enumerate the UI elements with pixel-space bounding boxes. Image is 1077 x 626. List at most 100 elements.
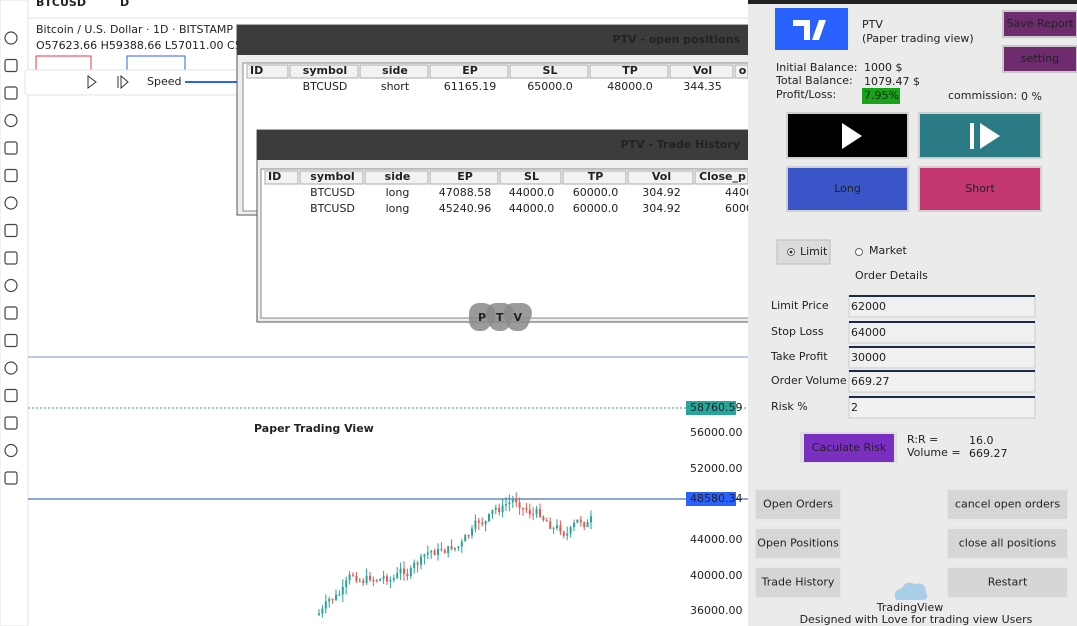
candle-body xyxy=(324,601,327,609)
long-button[interactable] xyxy=(786,166,909,212)
table-cell: 65000.0 xyxy=(527,80,573,93)
tool-icon[interactable] xyxy=(4,141,18,155)
field-value[interactable]: 2 xyxy=(851,401,858,414)
tool-icon[interactable] xyxy=(4,416,18,430)
field-value[interactable]: 64000 xyxy=(851,326,886,339)
table-cell: 304.92 xyxy=(642,186,681,199)
field-value[interactable]: 62000 xyxy=(851,300,886,313)
tool-icon[interactable] xyxy=(4,388,18,403)
tool-icon[interactable] xyxy=(4,443,18,458)
table-cell: BTCUSD xyxy=(310,186,355,199)
candle-body xyxy=(426,552,429,555)
candle-body xyxy=(491,509,494,514)
balance-label: Initial Balance: xyxy=(776,61,858,74)
candle-body xyxy=(494,507,497,510)
candle-body xyxy=(355,575,358,582)
tool-icon[interactable] xyxy=(4,333,18,348)
rr-label: R:R = xyxy=(907,433,938,446)
candle-body xyxy=(576,519,579,523)
tool-icon[interactable] xyxy=(4,223,18,238)
window-title: PTV - Trade History xyxy=(620,138,740,151)
candle-body xyxy=(542,516,545,521)
candle-body xyxy=(399,568,402,574)
action-button-label[interactable]: Open Orders xyxy=(763,498,833,511)
save-report-button[interactable] xyxy=(1002,10,1077,38)
tool-icon[interactable] xyxy=(4,168,18,183)
candle-body xyxy=(362,580,365,583)
save-report-button-label[interactable]: Save Report xyxy=(1007,17,1075,30)
long-button-label[interactable]: Long xyxy=(834,182,861,195)
limit-radio-box[interactable] xyxy=(776,239,831,265)
market-label[interactable]: Market xyxy=(869,244,907,257)
price-label: 48580.34 xyxy=(690,492,743,505)
short-button-label[interactable]: Short xyxy=(965,182,995,195)
tool-icon[interactable] xyxy=(4,471,18,485)
limit-label[interactable]: Limit xyxy=(800,245,828,258)
action-button-label[interactable]: close all positions xyxy=(959,537,1057,550)
play-icon[interactable] xyxy=(87,75,97,89)
action-button[interactable] xyxy=(946,566,1069,599)
column-header-text: EP xyxy=(462,64,478,77)
column-header xyxy=(359,64,429,79)
tool-icon[interactable] xyxy=(4,113,18,128)
tool-icon[interactable] xyxy=(4,251,18,265)
setting-button-label[interactable]: setting xyxy=(1021,52,1059,65)
tool-icon[interactable] xyxy=(4,31,18,45)
candle-body xyxy=(488,513,490,522)
candle-body xyxy=(586,522,589,528)
play-icon xyxy=(842,123,862,149)
field-label: Limit Price xyxy=(771,299,829,312)
table-cell: long xyxy=(386,186,410,199)
interval: D xyxy=(120,0,129,9)
action-button[interactable] xyxy=(946,488,1069,521)
candle-body xyxy=(583,522,586,528)
candle-body xyxy=(511,499,514,503)
action-button-label[interactable]: Restart xyxy=(988,576,1028,589)
ohlc: O57623.66 H59388.66 L57011.00 C5876 xyxy=(36,39,263,52)
candle-body xyxy=(416,562,419,565)
calculate-risk-button[interactable] xyxy=(804,434,894,462)
candle-body xyxy=(433,550,436,556)
radio-unchecked[interactable] xyxy=(855,248,863,256)
candle-body xyxy=(552,528,555,530)
tool-icon[interactable] xyxy=(4,361,18,375)
field-value[interactable]: 669.27 xyxy=(851,375,890,388)
tool-icon[interactable] xyxy=(4,58,18,73)
setting-button[interactable] xyxy=(1002,45,1077,73)
candle-body xyxy=(348,574,351,581)
action-button[interactable] xyxy=(946,527,1069,560)
candle-body xyxy=(559,525,562,532)
candle-body xyxy=(335,594,337,600)
left-toolbar xyxy=(0,0,29,626)
tool-icon[interactable] xyxy=(4,196,18,210)
column-header-text: side xyxy=(382,64,408,77)
action-button[interactable] xyxy=(754,527,842,560)
price-label: 56000.00 xyxy=(690,426,743,439)
short-button[interactable] xyxy=(918,166,1042,212)
table-cell: 61165.19 xyxy=(444,80,497,93)
table-cell: 304.92 xyxy=(642,202,681,215)
table-cell: long xyxy=(386,202,410,215)
rr-value: 16.0 xyxy=(969,434,994,447)
tool-icon[interactable] xyxy=(4,306,18,320)
price-badge xyxy=(686,401,736,415)
logo-text: PTV xyxy=(478,311,532,324)
tool-icon[interactable] xyxy=(4,86,18,100)
action-button[interactable] xyxy=(754,488,842,521)
step-icon[interactable] xyxy=(117,74,129,90)
column-header xyxy=(589,64,669,79)
candle-body xyxy=(440,548,443,550)
field-value[interactable]: 30000 xyxy=(851,351,886,364)
tool-icon[interactable] xyxy=(4,278,18,293)
field-input[interactable] xyxy=(848,396,1036,419)
candle-body xyxy=(579,519,582,523)
candle-body xyxy=(369,575,371,580)
action-button-label[interactable]: Trade History xyxy=(761,576,835,589)
table-cell: 45240.96 xyxy=(439,202,492,215)
action-button[interactable] xyxy=(754,566,842,599)
action-button-label[interactable]: Open Positions xyxy=(757,537,839,550)
calculate-risk-button-label[interactable]: Caculate Risk xyxy=(812,441,887,454)
column-header-text: symbol xyxy=(310,170,354,183)
action-button-label[interactable]: cancel open orders xyxy=(955,498,1060,511)
price-label: 52000.00 xyxy=(690,462,743,475)
